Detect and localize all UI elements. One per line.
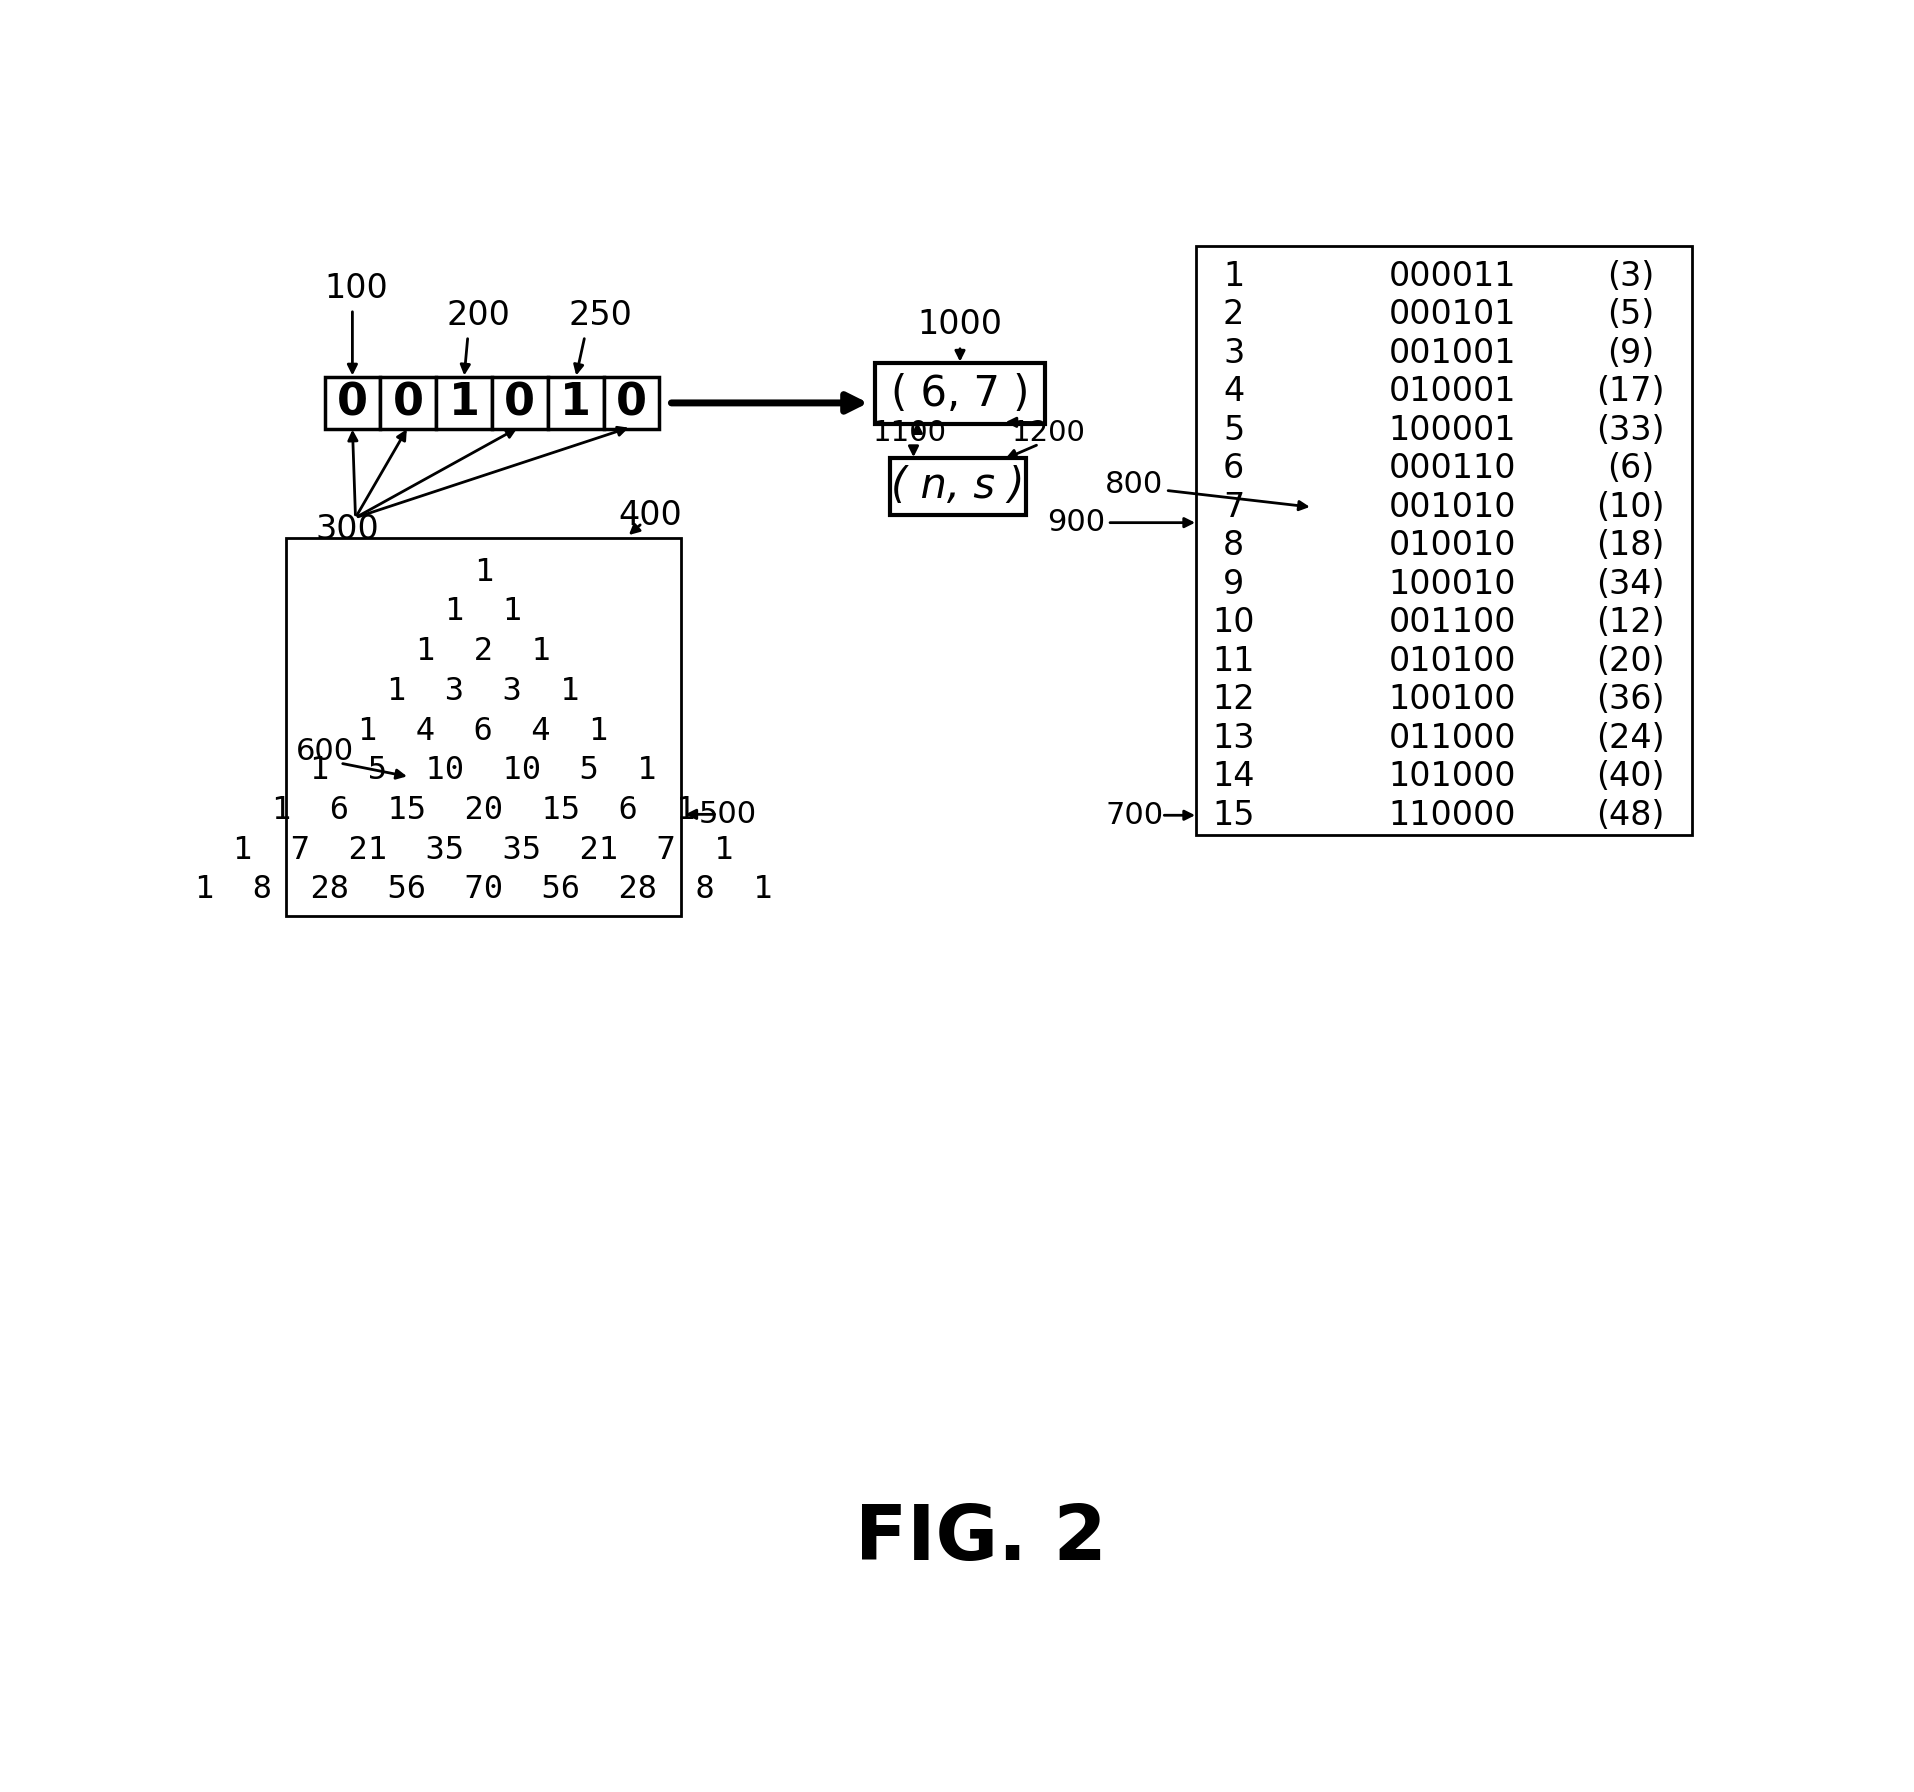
Text: (33): (33) bbox=[1596, 414, 1665, 446]
Text: 100010: 100010 bbox=[1388, 568, 1516, 600]
Text: 000101: 000101 bbox=[1388, 297, 1516, 332]
FancyBboxPatch shape bbox=[492, 376, 547, 428]
Text: 11: 11 bbox=[1212, 645, 1256, 677]
Text: (17): (17) bbox=[1596, 375, 1665, 409]
Text: 1000: 1000 bbox=[917, 308, 1003, 340]
Text: 3: 3 bbox=[1223, 337, 1244, 369]
Text: 100001: 100001 bbox=[1388, 414, 1516, 446]
Text: 0: 0 bbox=[337, 382, 367, 425]
Text: 1: 1 bbox=[1223, 260, 1244, 292]
FancyBboxPatch shape bbox=[890, 457, 1026, 516]
Text: 1200: 1200 bbox=[1013, 419, 1085, 448]
Text: 100: 100 bbox=[323, 272, 389, 305]
Text: 6: 6 bbox=[1223, 452, 1244, 486]
Text: (6): (6) bbox=[1606, 452, 1654, 486]
FancyBboxPatch shape bbox=[603, 376, 658, 428]
Text: (5): (5) bbox=[1606, 297, 1654, 332]
Text: 10: 10 bbox=[1212, 606, 1256, 640]
FancyBboxPatch shape bbox=[325, 376, 381, 428]
Text: 800: 800 bbox=[1104, 470, 1164, 498]
Text: 15: 15 bbox=[1212, 799, 1256, 831]
Text: 110000: 110000 bbox=[1388, 799, 1516, 831]
Text: (9): (9) bbox=[1606, 337, 1654, 369]
Text: 200: 200 bbox=[446, 299, 509, 332]
Text: 1  2  1: 1 2 1 bbox=[415, 636, 551, 667]
Text: 8: 8 bbox=[1223, 529, 1244, 563]
Text: (3): (3) bbox=[1606, 260, 1654, 292]
FancyBboxPatch shape bbox=[436, 376, 492, 428]
Text: 1  3  3  1: 1 3 3 1 bbox=[387, 676, 580, 706]
Text: 0: 0 bbox=[392, 382, 423, 425]
Text: 1: 1 bbox=[475, 557, 494, 588]
Text: 9: 9 bbox=[1223, 568, 1244, 600]
Text: 1  7  21  35  35  21  7  1: 1 7 21 35 35 21 7 1 bbox=[234, 835, 733, 866]
Text: 12: 12 bbox=[1212, 683, 1256, 717]
Text: 001100: 001100 bbox=[1388, 606, 1516, 640]
Text: 101000: 101000 bbox=[1388, 760, 1516, 794]
Text: 1: 1 bbox=[448, 382, 480, 425]
Text: (36): (36) bbox=[1596, 683, 1665, 717]
Text: 1  4  6  4  1: 1 4 6 4 1 bbox=[358, 715, 609, 747]
Text: 010100: 010100 bbox=[1388, 645, 1516, 677]
Text: 011000: 011000 bbox=[1388, 722, 1516, 754]
Text: 100100: 100100 bbox=[1388, 683, 1516, 717]
Text: 700: 700 bbox=[1104, 801, 1164, 830]
Text: 600: 600 bbox=[295, 737, 354, 765]
Text: (40): (40) bbox=[1596, 760, 1665, 794]
Text: FIG. 2: FIG. 2 bbox=[856, 1502, 1106, 1577]
Text: (10): (10) bbox=[1596, 491, 1665, 523]
Text: 0: 0 bbox=[503, 382, 536, 425]
Text: 7: 7 bbox=[1223, 491, 1244, 523]
Text: 1  1: 1 1 bbox=[444, 597, 523, 627]
Text: (48): (48) bbox=[1596, 799, 1665, 831]
Text: (12): (12) bbox=[1596, 606, 1665, 640]
Text: 300: 300 bbox=[316, 513, 379, 547]
Text: 1  8  28  56  70  56  28  8  1: 1 8 28 56 70 56 28 8 1 bbox=[195, 874, 771, 905]
Text: 5: 5 bbox=[1223, 414, 1244, 446]
Text: 001001: 001001 bbox=[1388, 337, 1516, 369]
Text: 1100: 1100 bbox=[873, 419, 947, 448]
Text: 14: 14 bbox=[1212, 760, 1256, 794]
Text: 1  6  15  20  15  6  1: 1 6 15 20 15 6 1 bbox=[272, 796, 695, 826]
FancyBboxPatch shape bbox=[547, 376, 603, 428]
Text: 1  5  10  10  5  1: 1 5 10 10 5 1 bbox=[310, 754, 657, 787]
Text: (34): (34) bbox=[1596, 568, 1665, 600]
Text: (24): (24) bbox=[1596, 722, 1665, 754]
Text: 1: 1 bbox=[561, 382, 591, 425]
Text: (20): (20) bbox=[1596, 645, 1665, 677]
Text: 000011: 000011 bbox=[1388, 260, 1516, 292]
Text: 250: 250 bbox=[568, 299, 632, 332]
Text: (18): (18) bbox=[1596, 529, 1665, 563]
Text: 010010: 010010 bbox=[1388, 529, 1516, 563]
Text: 010001: 010001 bbox=[1388, 375, 1516, 409]
Text: ( 6, 7 ): ( 6, 7 ) bbox=[890, 373, 1030, 414]
FancyBboxPatch shape bbox=[1196, 246, 1692, 835]
Text: ( n, s ): ( n, s ) bbox=[892, 466, 1024, 507]
FancyBboxPatch shape bbox=[381, 376, 436, 428]
Text: 900: 900 bbox=[1047, 509, 1104, 538]
Text: 4: 4 bbox=[1223, 375, 1244, 409]
Text: 2: 2 bbox=[1223, 297, 1244, 332]
FancyBboxPatch shape bbox=[875, 362, 1045, 425]
Text: 500: 500 bbox=[699, 799, 756, 830]
FancyBboxPatch shape bbox=[285, 538, 681, 916]
Text: 000110: 000110 bbox=[1388, 452, 1516, 486]
Text: 13: 13 bbox=[1212, 722, 1256, 754]
Text: 0: 0 bbox=[616, 382, 647, 425]
Text: 400: 400 bbox=[618, 498, 681, 532]
Text: 001010: 001010 bbox=[1388, 491, 1516, 523]
